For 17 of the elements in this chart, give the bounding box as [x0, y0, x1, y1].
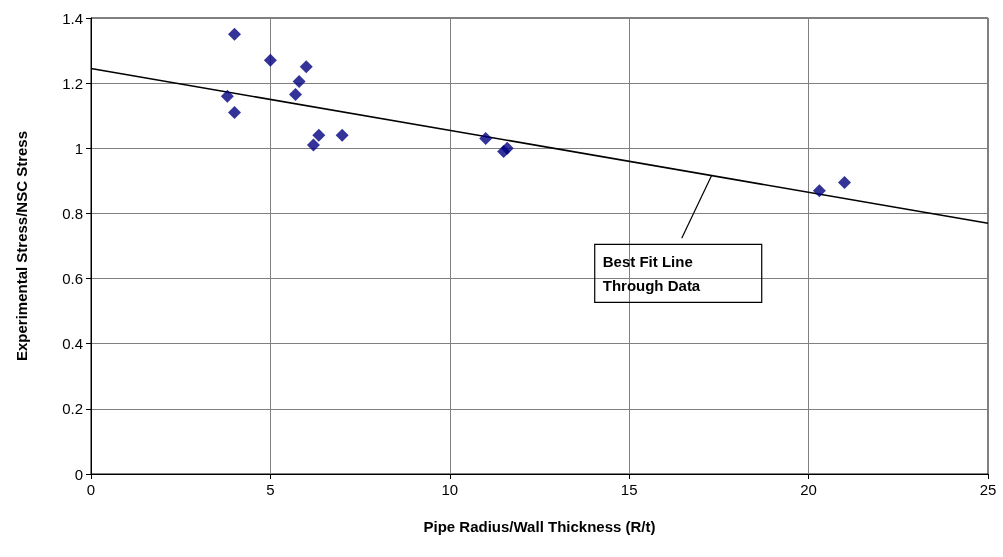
- x-tick-label: 20: [800, 481, 817, 498]
- y-tick-label: 0.8: [62, 204, 83, 222]
- y-tick-label: 0.2: [62, 400, 83, 418]
- y-tick-label: 0.4: [62, 335, 83, 353]
- y-tick-label: 0.6: [62, 270, 83, 288]
- y-axis-title: Experimental Stress/NSC Stress: [13, 130, 30, 362]
- x-tick-label: 5: [266, 481, 275, 498]
- x-tick-label: 25: [979, 481, 997, 498]
- x-tick-label: 15: [620, 481, 638, 498]
- y-tick-label: 1.2: [62, 74, 83, 92]
- y-tick-label: 1.4: [62, 9, 83, 27]
- x-tick-label: 10: [441, 481, 459, 498]
- annotation: Best Fit Line Through Data: [602, 252, 701, 294]
- x-axis-title: Pipe Radius/Wall Thickness (R/t): [423, 518, 656, 535]
- y-tick-label: 0: [74, 465, 83, 483]
- y-tick-label: 1: [74, 139, 83, 157]
- x-tick-label: 0: [86, 481, 96, 498]
